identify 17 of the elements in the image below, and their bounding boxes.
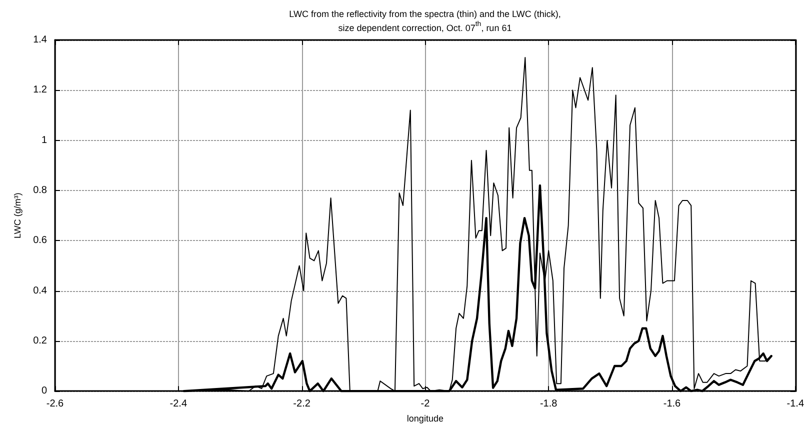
x-tick-label: -2 [420, 398, 430, 410]
y-tick-label: 1.4 [33, 34, 48, 46]
x-tick-label: -1.4 [786, 398, 804, 410]
y-tick-label: 0.2 [33, 335, 48, 346]
y-tick-label: 0.8 [33, 184, 48, 196]
x-tick-label: -2.4 [170, 398, 188, 410]
y-tick-label: 0.4 [33, 285, 48, 296]
x-tick-label: -2.2 [293, 398, 311, 410]
x-tick-label: -2.6 [46, 398, 64, 410]
x-tick-label: -1.6 [663, 398, 682, 410]
x-tick-label: -1.8 [540, 398, 558, 410]
y-tick-label: 0.6 [33, 235, 48, 246]
y-tick-label: 1 [41, 134, 48, 146]
y-axis-title: LWC (g/m³) [12, 192, 23, 238]
x-axis-title: longitude [406, 414, 444, 424]
y-tick-label: 0 [41, 386, 48, 397]
y-tick-label: 1.2 [33, 84, 48, 96]
